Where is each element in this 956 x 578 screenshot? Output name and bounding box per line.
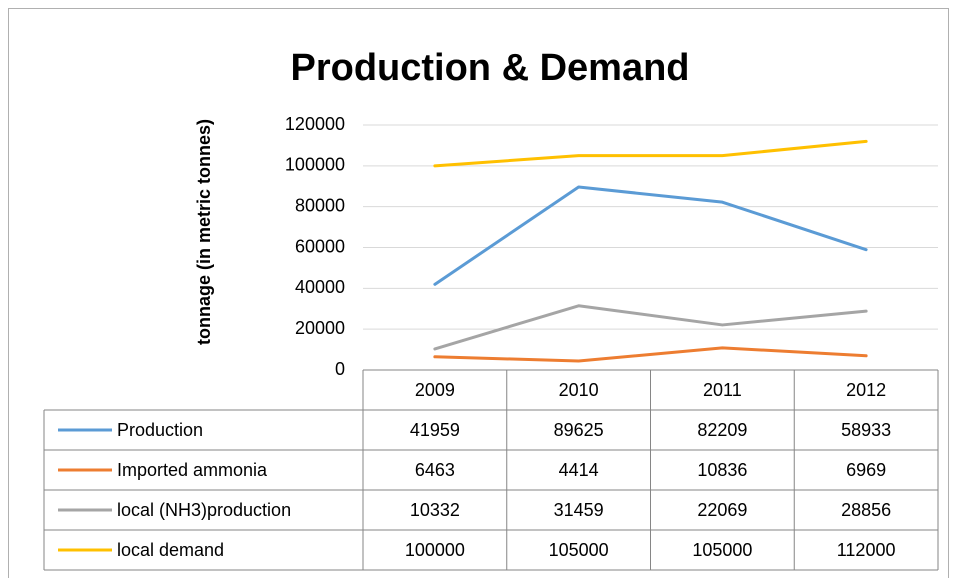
x-tick-label: 2009 (415, 380, 455, 400)
legend-label: Production (117, 420, 203, 440)
y-tick-label: 60000 (295, 236, 345, 256)
y-tick-label: 100000 (285, 155, 345, 175)
series-line (433, 304, 868, 351)
table-value: 10836 (697, 460, 747, 480)
series-line (433, 346, 868, 363)
table-value: 6969 (846, 460, 886, 480)
series-line (433, 185, 868, 286)
y-tick-label: 120000 (285, 114, 345, 134)
table-value: 105000 (549, 540, 609, 560)
x-tick-label: 2012 (846, 380, 886, 400)
table-value: 100000 (405, 540, 465, 560)
y-tick-label: 0 (335, 359, 345, 379)
y-tick-label: 80000 (295, 195, 345, 215)
table-value: 105000 (692, 540, 752, 560)
chart-title: Production & Demand (290, 47, 689, 89)
y-tick-label: 20000 (295, 318, 345, 338)
table-value: 22069 (697, 500, 747, 520)
table-value: 31459 (554, 500, 604, 520)
table-value: 28856 (841, 500, 891, 520)
table-value: 41959 (410, 420, 460, 440)
y-tick-label: 40000 (295, 277, 345, 297)
legend-label: local demand (117, 540, 224, 560)
table-value: 6463 (415, 460, 455, 480)
table-value: 58933 (841, 420, 891, 440)
legend-label: local (NH3)production (117, 500, 291, 520)
table-value: 4414 (559, 460, 599, 480)
x-tick-label: 2011 (703, 380, 742, 400)
table-value: 112000 (837, 540, 896, 560)
legend-label: Imported ammonia (117, 460, 268, 480)
table-value: 89625 (554, 420, 604, 440)
table-value: 10332 (410, 500, 460, 520)
table-value: 82209 (697, 420, 747, 440)
y-axis-label: tonnage (in metric tonnes) (194, 119, 214, 345)
chart-border (8, 8, 949, 578)
series-line (433, 139, 868, 168)
x-tick-label: 2010 (559, 380, 599, 400)
